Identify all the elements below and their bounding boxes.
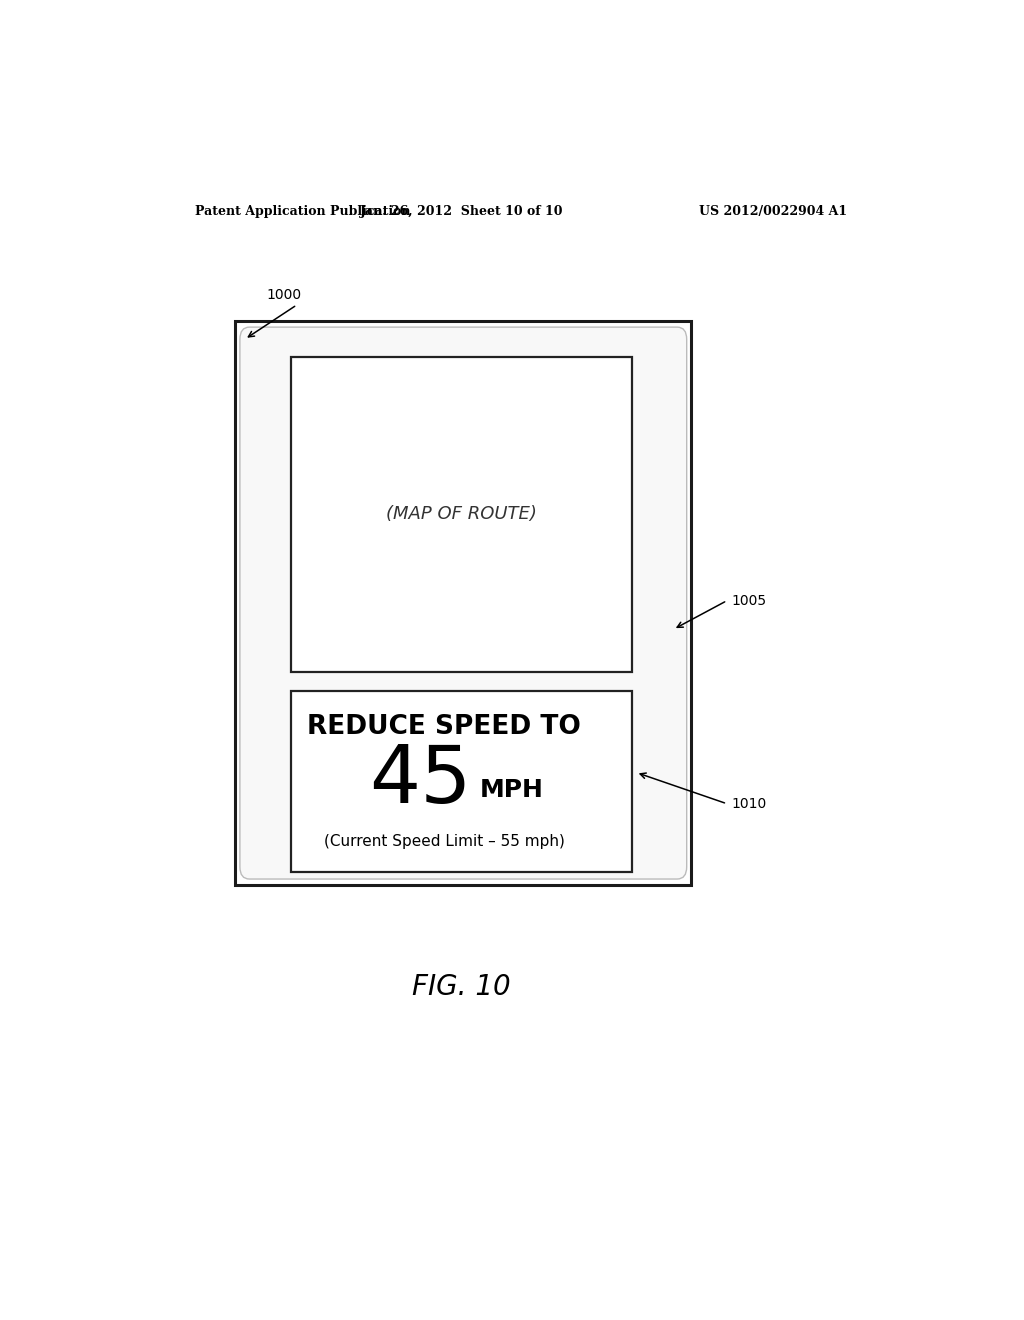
Text: FIG. 10: FIG. 10 xyxy=(412,973,511,1001)
Text: Jan. 26, 2012  Sheet 10 of 10: Jan. 26, 2012 Sheet 10 of 10 xyxy=(359,205,563,218)
Text: 1010: 1010 xyxy=(731,797,766,810)
Bar xyxy=(291,690,632,873)
Text: 1000: 1000 xyxy=(267,288,302,301)
Text: US 2012/0022904 A1: US 2012/0022904 A1 xyxy=(699,205,848,218)
Bar xyxy=(236,321,691,886)
Text: (MAP OF ROUTE): (MAP OF ROUTE) xyxy=(386,506,537,523)
Text: Patent Application Publication: Patent Application Publication xyxy=(196,205,411,218)
FancyBboxPatch shape xyxy=(240,327,687,879)
Text: 45: 45 xyxy=(370,742,471,821)
Text: REDUCE SPEED TO: REDUCE SPEED TO xyxy=(307,714,582,741)
Text: MPH: MPH xyxy=(480,777,544,801)
Bar xyxy=(291,356,632,672)
Text: (Current Speed Limit – 55 mph): (Current Speed Limit – 55 mph) xyxy=(324,834,564,849)
Text: 1005: 1005 xyxy=(731,594,766,607)
